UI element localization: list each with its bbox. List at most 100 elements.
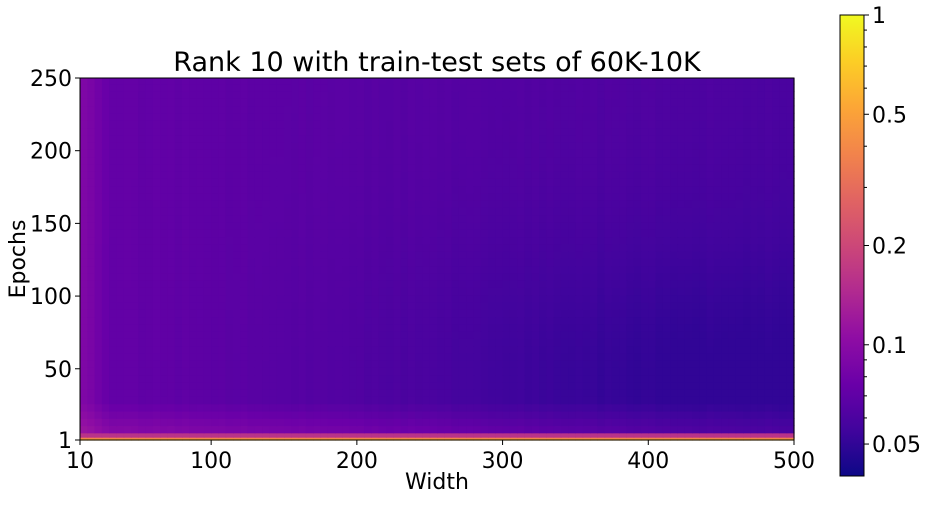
heatmap-cell <box>590 171 598 179</box>
heatmap-cell <box>407 338 416 347</box>
heatmap-cell <box>728 272 737 281</box>
heatmap-cell <box>80 251 88 259</box>
heatmap-cell <box>145 236 154 245</box>
heatmap-cell <box>429 374 438 383</box>
heatmap-cell <box>568 352 577 361</box>
heatmap-cell <box>327 134 336 143</box>
heatmap-cell <box>291 403 300 412</box>
heatmap-cell <box>684 432 693 438</box>
heatmap-cell <box>87 287 96 296</box>
heatmap-cell <box>473 345 482 354</box>
heatmap-cell <box>764 185 773 194</box>
heatmap-cell <box>728 83 737 92</box>
heatmap-cell <box>641 425 649 434</box>
heatmap-cell <box>196 345 205 354</box>
heatmap-cell <box>407 360 416 368</box>
heatmap-cell <box>116 425 125 434</box>
heatmap-cell <box>735 207 744 216</box>
heatmap-cell <box>94 360 103 368</box>
heatmap-cell <box>488 134 496 143</box>
heatmap-cell <box>473 272 482 281</box>
heatmap-cell <box>400 287 409 296</box>
heatmap-cell <box>757 432 766 438</box>
heatmap-cell <box>123 396 132 405</box>
heatmap-cell <box>509 91 518 99</box>
heatmap-cell <box>422 83 431 92</box>
heatmap-cell <box>743 265 751 274</box>
heatmap-cell <box>458 330 467 339</box>
heatmap-cell <box>356 330 365 339</box>
heatmap-cell <box>677 171 686 179</box>
heatmap-cell <box>189 367 198 376</box>
heatmap-cell <box>699 185 708 194</box>
heatmap-cell <box>539 294 547 303</box>
heatmap-cell <box>648 229 657 238</box>
heatmap-cell <box>349 98 358 107</box>
heatmap-cell <box>546 280 555 288</box>
heatmap-cell <box>662 437 671 440</box>
heatmap-cell <box>488 396 496 405</box>
heatmap-cell <box>531 316 540 325</box>
heatmap-cell <box>152 207 161 216</box>
heatmap-cell <box>218 396 227 405</box>
heatmap-cell <box>699 251 708 259</box>
heatmap-cell <box>276 236 285 245</box>
heatmap-cell <box>633 410 642 419</box>
heatmap-cell <box>378 323 387 332</box>
heatmap-cell <box>167 149 176 158</box>
heatmap-cell <box>764 192 773 201</box>
heatmap-cell <box>189 389 198 397</box>
heatmap-cell <box>648 323 657 332</box>
heatmap-cell <box>713 185 722 194</box>
heatmap-cell <box>269 287 278 296</box>
heatmap-cell <box>240 134 249 143</box>
heatmap-cell <box>662 141 671 150</box>
heatmap-cell <box>415 301 424 310</box>
heatmap-cell <box>349 309 358 318</box>
heatmap-cell <box>524 360 533 368</box>
heatmap-cell <box>677 141 686 150</box>
heatmap-cell <box>218 251 227 259</box>
heatmap-cell <box>240 163 249 172</box>
heatmap-cell <box>371 323 380 332</box>
heatmap-cell <box>772 229 781 238</box>
heatmap-cell <box>393 316 402 325</box>
heatmap-cell <box>415 287 424 296</box>
heatmap-cell <box>218 418 227 427</box>
heatmap-cell <box>269 149 278 158</box>
heatmap-cell <box>94 192 103 201</box>
heatmap-cell <box>553 316 562 325</box>
heatmap-cell <box>444 425 453 434</box>
heatmap-cell <box>356 396 365 405</box>
heatmap-cell <box>152 265 161 274</box>
heatmap-cell <box>495 258 504 267</box>
heatmap-cell <box>131 437 139 440</box>
heatmap-cell <box>502 294 511 303</box>
heatmap-cell <box>597 200 606 208</box>
heatmap-cell <box>429 294 438 303</box>
heatmap-cell <box>386 112 394 121</box>
heatmap-cell <box>531 134 540 143</box>
heatmap-cell <box>87 367 96 376</box>
heatmap-cell <box>182 360 190 368</box>
heatmap-cell <box>218 221 227 230</box>
heatmap-cell <box>407 294 416 303</box>
heatmap-cell <box>276 185 285 194</box>
heatmap-cell <box>495 323 504 332</box>
heatmap-cell <box>444 345 453 354</box>
heatmap-cell <box>670 141 679 150</box>
heatmap-cell <box>706 134 715 143</box>
heatmap-cell <box>553 425 562 434</box>
heatmap-cell <box>713 437 722 440</box>
heatmap-cell <box>291 243 300 252</box>
heatmap-cell <box>597 229 606 238</box>
heatmap-cell <box>531 432 540 438</box>
heatmap-cell <box>779 251 788 259</box>
heatmap-cell <box>429 120 438 129</box>
heatmap-cell <box>743 221 751 230</box>
heatmap-cell <box>641 91 649 99</box>
heatmap-cell <box>568 207 577 216</box>
heatmap-cell <box>233 141 241 150</box>
heatmap-cell <box>138 330 147 339</box>
heatmap-cell <box>211 309 220 318</box>
